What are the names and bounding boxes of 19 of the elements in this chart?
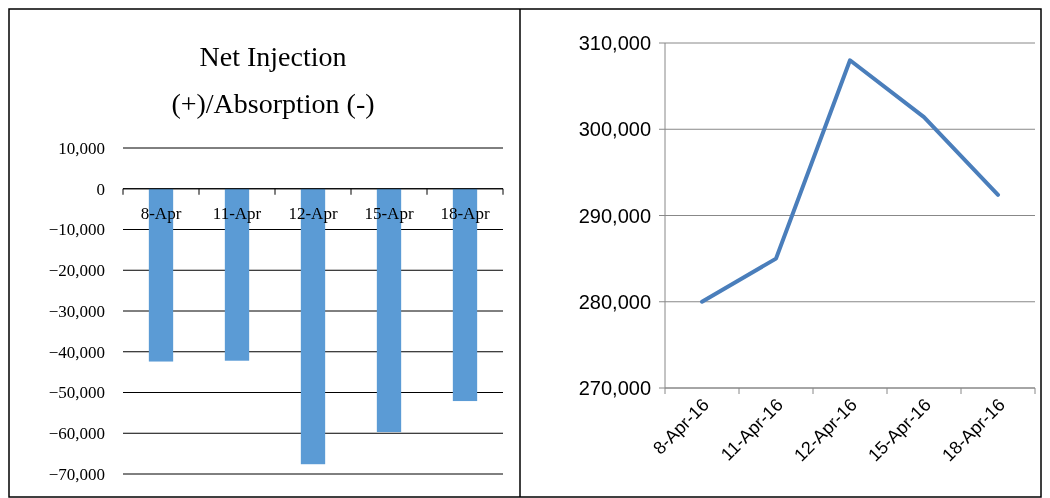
x-tick-label: 15-Apr (364, 203, 414, 223)
y-tick-label: −60,000 (48, 424, 105, 444)
y-tick-label: −20,000 (48, 261, 105, 281)
y-tick-label: 290,000 (578, 204, 651, 227)
y-tick-label: −10,000 (48, 220, 105, 240)
y-tick-label: −30,000 (48, 301, 105, 321)
y-tick-label: 0 (96, 179, 105, 199)
line-series (700, 58, 1000, 304)
y-tick-label: −40,000 (48, 342, 105, 362)
y-tick-label: 300,000 (578, 118, 651, 141)
y-tick-label: −70,000 (48, 464, 105, 484)
x-tick-label: 18-Apr (440, 203, 490, 223)
y-tick-label: 280,000 (578, 290, 651, 313)
y-tick-label: 10,000 (58, 138, 105, 158)
y-tick-label: 270,000 (578, 377, 651, 399)
y-tick-label: 310,000 (578, 32, 651, 54)
x-tick-label: 12-Apr (288, 203, 338, 223)
chart-title: Net Injection (+)/Absorption (-) (171, 41, 375, 119)
y-tick-label: −50,000 (48, 383, 105, 403)
